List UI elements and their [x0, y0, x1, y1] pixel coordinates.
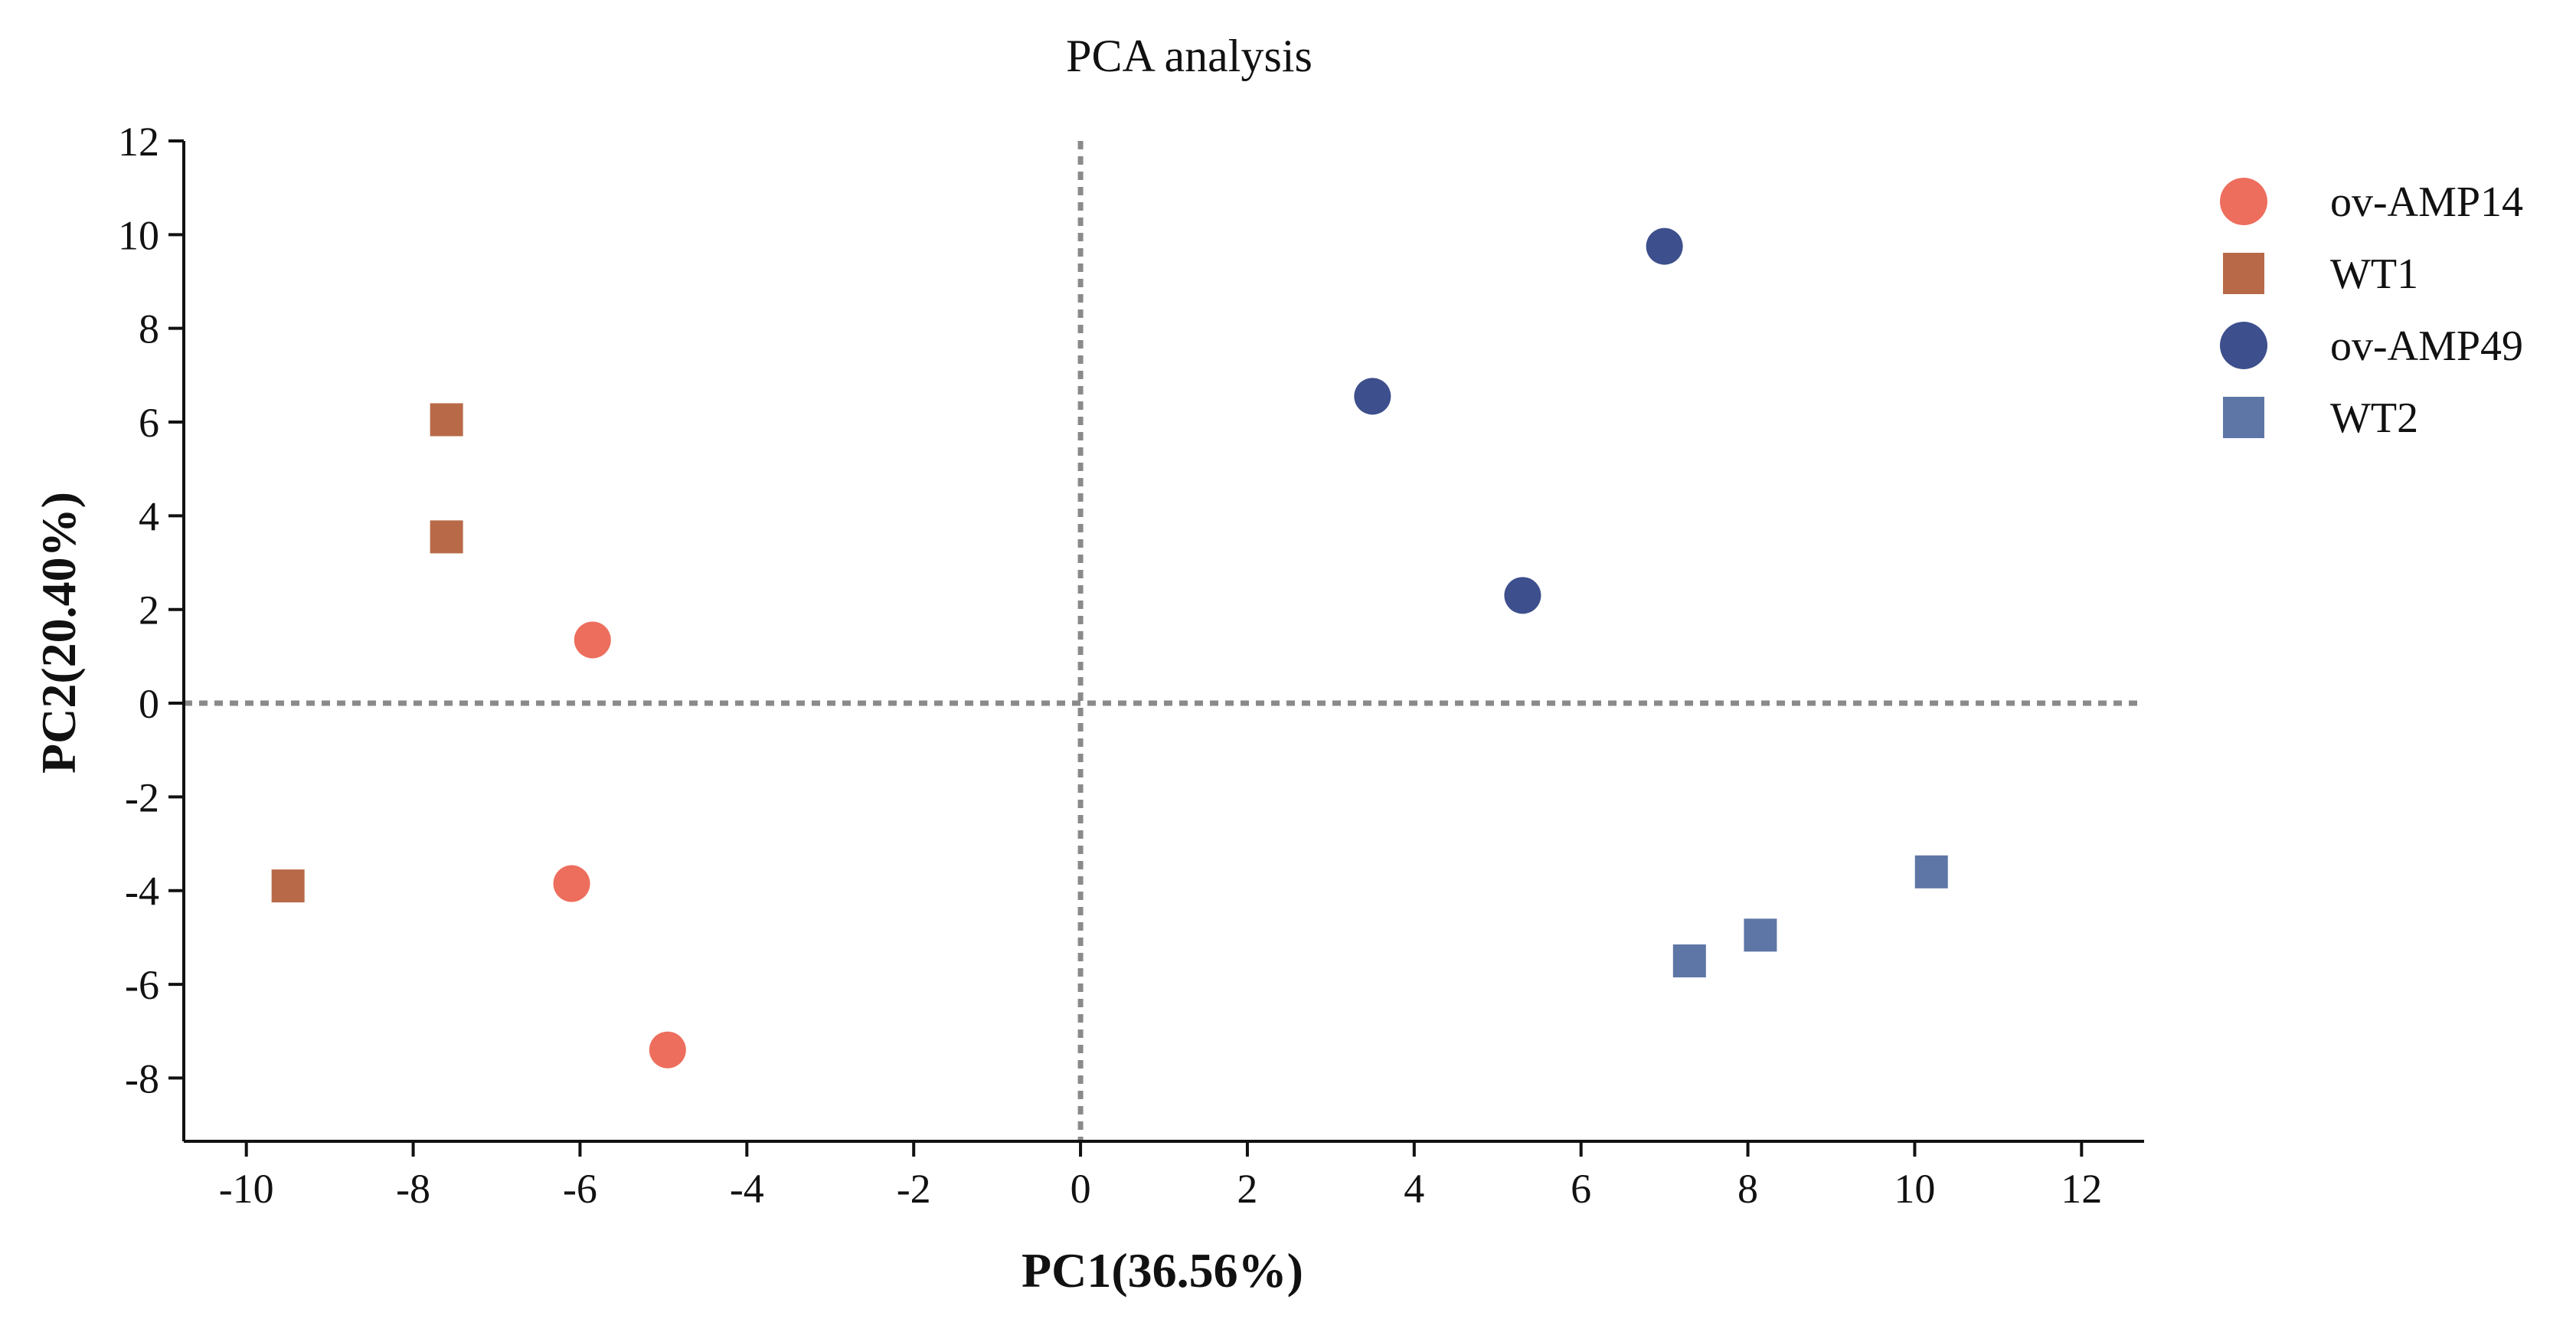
y-tick-label: 6 — [139, 400, 159, 446]
point-ov-amp14 — [649, 1031, 686, 1069]
x-axis-label: PC1(36.56%) — [1022, 1243, 1303, 1298]
legend-marker-wt1 — [2223, 253, 2264, 294]
y-tick-label: 0 — [139, 681, 159, 727]
x-tick-label: -6 — [563, 1166, 597, 1212]
y-tick-label: 10 — [118, 212, 159, 258]
y-tick-label: 2 — [139, 587, 159, 633]
legend-label-wt2: WT2 — [2330, 394, 2418, 442]
y-tick-label: 4 — [139, 493, 159, 539]
legend-label-wt1: WT1 — [2330, 250, 2418, 298]
x-tick-label: 4 — [1404, 1166, 1424, 1212]
legend: ov-AMP14 WT1 ov-AMP49 WT2 — [2220, 178, 2523, 442]
x-tick-label: -8 — [396, 1166, 430, 1212]
reference-lines — [184, 141, 2144, 1141]
x-tick-label: 6 — [1571, 1166, 1591, 1212]
x-tick-label: -4 — [730, 1166, 764, 1212]
x-tick-label: 2 — [1237, 1166, 1257, 1212]
point-ov-amp49 — [1354, 378, 1391, 415]
chart-title: PCA analysis — [1066, 31, 1313, 81]
data-points — [271, 227, 1948, 1069]
x-tick-label: 8 — [1737, 1166, 1758, 1212]
x-tick-label: 12 — [2061, 1166, 2102, 1212]
point-ov-amp14 — [553, 865, 590, 902]
y-tick-label: 12 — [118, 119, 159, 165]
y-tick-label: -2 — [125, 774, 159, 820]
point-wt2 — [1672, 944, 1706, 977]
y-axis-label: PC2(20.40%) — [31, 492, 86, 774]
axes — [182, 141, 2144, 1143]
x-tick-label: 0 — [1071, 1166, 1091, 1212]
y-tick-label: -4 — [125, 869, 159, 915]
point-wt1 — [271, 869, 305, 903]
legend-marker-ov-amp14 — [2220, 178, 2267, 225]
legend-label-ov-amp49: ov-AMP49 — [2330, 322, 2523, 370]
point-wt2 — [1914, 855, 1948, 889]
tick-marks: -10 -8 -6 -4 -2 0 2 4 6 8 10 12 -8 -6 -4 -2 0 2 4 6 8 10 12 — [118, 119, 2102, 1212]
legend-marker-wt2 — [2223, 397, 2264, 438]
y-tick-label: -6 — [125, 962, 159, 1008]
point-ov-amp49 — [1646, 227, 1683, 265]
point-wt1 — [430, 520, 463, 554]
x-tick-label: 10 — [1894, 1166, 1935, 1212]
legend-marker-ov-amp49 — [2220, 322, 2267, 369]
y-tick-label: -8 — [125, 1056, 159, 1101]
legend-label-ov-amp14: ov-AMP14 — [2330, 178, 2523, 226]
x-tick-label: -2 — [897, 1166, 931, 1212]
point-ov-amp14 — [574, 621, 611, 659]
point-ov-amp49 — [1504, 577, 1541, 614]
point-wt1 — [430, 403, 463, 437]
x-tick-label: -10 — [219, 1166, 274, 1212]
point-wt2 — [1744, 918, 1777, 952]
y-tick-label: 8 — [139, 306, 159, 352]
